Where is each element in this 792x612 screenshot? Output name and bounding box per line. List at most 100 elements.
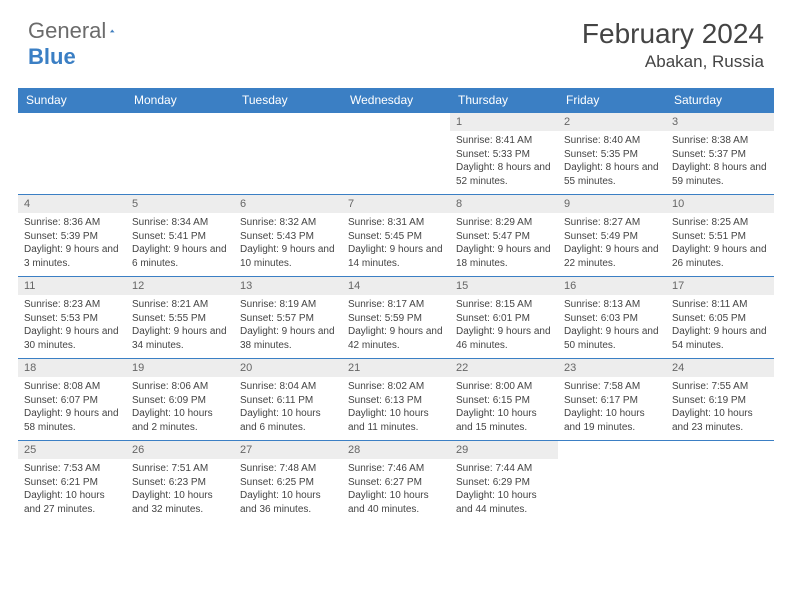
calendar-cell: 15Sunrise: 8:15 AMSunset: 6:01 PMDayligh… [450, 277, 558, 359]
cell-content: Sunrise: 8:06 AMSunset: 6:09 PMDaylight:… [126, 377, 234, 440]
calendar-cell [234, 113, 342, 195]
cell-content: Sunrise: 7:44 AMSunset: 6:29 PMDaylight:… [450, 459, 558, 522]
calendar-cell: 24Sunrise: 7:55 AMSunset: 6:19 PMDayligh… [666, 359, 774, 441]
calendar-cell: 20Sunrise: 8:04 AMSunset: 6:11 PMDayligh… [234, 359, 342, 441]
cell-content: Sunrise: 8:36 AMSunset: 5:39 PMDaylight:… [18, 213, 126, 276]
cell-content: Sunrise: 8:23 AMSunset: 5:53 PMDaylight:… [18, 295, 126, 358]
date-number: 4 [18, 195, 126, 213]
cell-content [234, 131, 342, 189]
calendar-cell [342, 113, 450, 195]
date-number: 12 [126, 277, 234, 295]
date-number: 22 [450, 359, 558, 377]
calendar-cell [558, 441, 666, 523]
location: Abakan, Russia [582, 52, 764, 72]
cell-content: Sunrise: 8:13 AMSunset: 6:03 PMDaylight:… [558, 295, 666, 358]
calendar-cell: 2Sunrise: 8:40 AMSunset: 5:35 PMDaylight… [558, 113, 666, 195]
calendar-cell: 14Sunrise: 8:17 AMSunset: 5:59 PMDayligh… [342, 277, 450, 359]
calendar-row: 25Sunrise: 7:53 AMSunset: 6:21 PMDayligh… [18, 441, 774, 523]
cell-content: Sunrise: 8:29 AMSunset: 5:47 PMDaylight:… [450, 213, 558, 276]
date-number: 24 [666, 359, 774, 377]
cell-content [342, 131, 450, 189]
cell-content: Sunrise: 7:53 AMSunset: 6:21 PMDaylight:… [18, 459, 126, 522]
day-header: Tuesday [234, 88, 342, 113]
calendar-cell [126, 113, 234, 195]
calendar-cell: 26Sunrise: 7:51 AMSunset: 6:23 PMDayligh… [126, 441, 234, 523]
day-header: Wednesday [342, 88, 450, 113]
date-number [126, 113, 234, 131]
date-number: 16 [558, 277, 666, 295]
calendar-row: 1Sunrise: 8:41 AMSunset: 5:33 PMDaylight… [18, 113, 774, 195]
cell-content: Sunrise: 8:41 AMSunset: 5:33 PMDaylight:… [450, 131, 558, 194]
date-number: 7 [342, 195, 450, 213]
day-header: Monday [126, 88, 234, 113]
cell-content: Sunrise: 7:51 AMSunset: 6:23 PMDaylight:… [126, 459, 234, 522]
cell-content [126, 131, 234, 189]
calendar-cell [666, 441, 774, 523]
calendar-cell: 21Sunrise: 8:02 AMSunset: 6:13 PMDayligh… [342, 359, 450, 441]
date-number: 9 [558, 195, 666, 213]
cell-content: Sunrise: 8:32 AMSunset: 5:43 PMDaylight:… [234, 213, 342, 276]
calendar-cell: 28Sunrise: 7:46 AMSunset: 6:27 PMDayligh… [342, 441, 450, 523]
cell-content: Sunrise: 7:48 AMSunset: 6:25 PMDaylight:… [234, 459, 342, 522]
day-header-row: SundayMondayTuesdayWednesdayThursdayFrid… [18, 88, 774, 113]
cell-content: Sunrise: 8:40 AMSunset: 5:35 PMDaylight:… [558, 131, 666, 194]
cell-content: Sunrise: 8:17 AMSunset: 5:59 PMDaylight:… [342, 295, 450, 358]
calendar-cell: 18Sunrise: 8:08 AMSunset: 6:07 PMDayligh… [18, 359, 126, 441]
date-number: 2 [558, 113, 666, 131]
date-number: 10 [666, 195, 774, 213]
cell-content [666, 459, 774, 517]
calendar-cell: 3Sunrise: 8:38 AMSunset: 5:37 PMDaylight… [666, 113, 774, 195]
cell-content: Sunrise: 8:15 AMSunset: 6:01 PMDaylight:… [450, 295, 558, 358]
date-number: 14 [342, 277, 450, 295]
calendar-cell: 17Sunrise: 8:11 AMSunset: 6:05 PMDayligh… [666, 277, 774, 359]
title-block: February 2024 Abakan, Russia [582, 18, 764, 72]
cell-content: Sunrise: 8:00 AMSunset: 6:15 PMDaylight:… [450, 377, 558, 440]
cell-content: Sunrise: 8:11 AMSunset: 6:05 PMDaylight:… [666, 295, 774, 358]
date-number: 28 [342, 441, 450, 459]
logo-flag-icon [110, 22, 115, 40]
calendar-cell: 27Sunrise: 7:48 AMSunset: 6:25 PMDayligh… [234, 441, 342, 523]
date-number [558, 441, 666, 459]
cell-content: Sunrise: 7:58 AMSunset: 6:17 PMDaylight:… [558, 377, 666, 440]
date-number: 25 [18, 441, 126, 459]
calendar-cell: 9Sunrise: 8:27 AMSunset: 5:49 PMDaylight… [558, 195, 666, 277]
header: General February 2024 Abakan, Russia [0, 0, 792, 78]
calendar-cell: 22Sunrise: 8:00 AMSunset: 6:15 PMDayligh… [450, 359, 558, 441]
calendar-cell: 6Sunrise: 8:32 AMSunset: 5:43 PMDaylight… [234, 195, 342, 277]
calendar-body: 1Sunrise: 8:41 AMSunset: 5:33 PMDaylight… [18, 113, 774, 523]
day-header: Saturday [666, 88, 774, 113]
cell-content [18, 131, 126, 189]
date-number: 3 [666, 113, 774, 131]
cell-content [558, 459, 666, 517]
cell-content: Sunrise: 8:08 AMSunset: 6:07 PMDaylight:… [18, 377, 126, 440]
calendar-cell: 8Sunrise: 8:29 AMSunset: 5:47 PMDaylight… [450, 195, 558, 277]
date-number: 21 [342, 359, 450, 377]
calendar-cell: 1Sunrise: 8:41 AMSunset: 5:33 PMDaylight… [450, 113, 558, 195]
cell-content: Sunrise: 8:19 AMSunset: 5:57 PMDaylight:… [234, 295, 342, 358]
date-number: 17 [666, 277, 774, 295]
cell-content: Sunrise: 7:46 AMSunset: 6:27 PMDaylight:… [342, 459, 450, 522]
cell-content: Sunrise: 8:31 AMSunset: 5:45 PMDaylight:… [342, 213, 450, 276]
date-number [342, 113, 450, 131]
calendar-cell: 19Sunrise: 8:06 AMSunset: 6:09 PMDayligh… [126, 359, 234, 441]
cell-content: Sunrise: 7:55 AMSunset: 6:19 PMDaylight:… [666, 377, 774, 440]
date-number: 15 [450, 277, 558, 295]
calendar-cell: 10Sunrise: 8:25 AMSunset: 5:51 PMDayligh… [666, 195, 774, 277]
calendar-row: 4Sunrise: 8:36 AMSunset: 5:39 PMDaylight… [18, 195, 774, 277]
date-number: 5 [126, 195, 234, 213]
date-number: 8 [450, 195, 558, 213]
cell-content: Sunrise: 8:04 AMSunset: 6:11 PMDaylight:… [234, 377, 342, 440]
month-title: February 2024 [582, 18, 764, 50]
calendar-cell: 5Sunrise: 8:34 AMSunset: 5:41 PMDaylight… [126, 195, 234, 277]
date-number: 26 [126, 441, 234, 459]
calendar-cell: 25Sunrise: 7:53 AMSunset: 6:21 PMDayligh… [18, 441, 126, 523]
day-header: Sunday [18, 88, 126, 113]
logo: General [28, 18, 138, 44]
date-number: 19 [126, 359, 234, 377]
cell-content: Sunrise: 8:27 AMSunset: 5:49 PMDaylight:… [558, 213, 666, 276]
calendar-row: 18Sunrise: 8:08 AMSunset: 6:07 PMDayligh… [18, 359, 774, 441]
calendar-cell: 7Sunrise: 8:31 AMSunset: 5:45 PMDaylight… [342, 195, 450, 277]
date-number: 20 [234, 359, 342, 377]
logo-text-2: Blue [28, 44, 76, 69]
calendar-cell: 13Sunrise: 8:19 AMSunset: 5:57 PMDayligh… [234, 277, 342, 359]
